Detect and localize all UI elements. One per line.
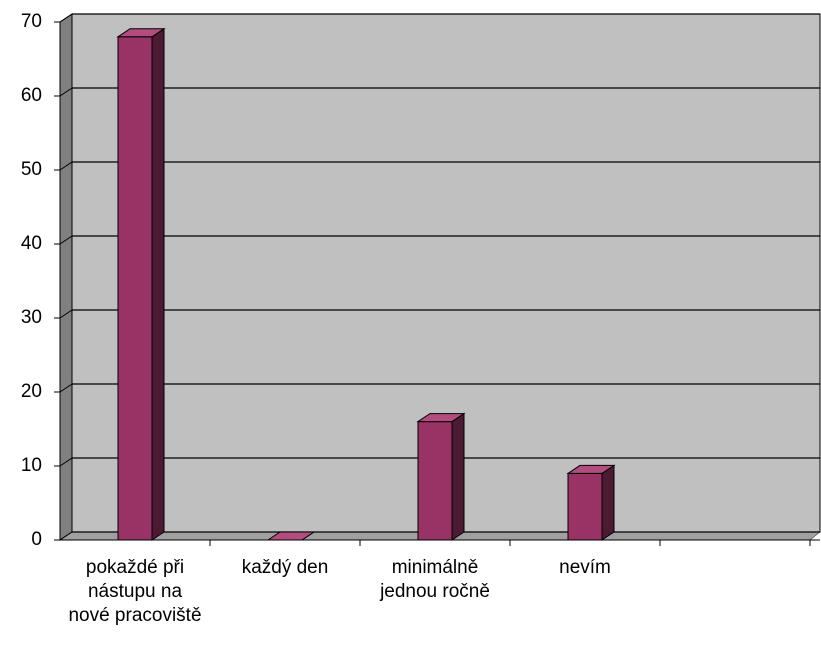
bar-top (116, 28, 166, 38)
y-tick-label: 0 (31, 529, 42, 550)
grid-line-side (59, 531, 73, 541)
y-tick-label: 60 (21, 85, 42, 106)
y-tick-label: 70 (21, 11, 42, 32)
grid-line-side (59, 309, 73, 319)
x-tick-label: pokaždé při nástupu na nové pracoviště (68, 557, 202, 626)
y-tick-label: 10 (21, 455, 42, 476)
bar-top (266, 531, 316, 541)
x-tick-label: minimálně jednou ročně (380, 557, 490, 602)
x-tick-label: každý den (241, 557, 329, 578)
grid-line-side (59, 457, 73, 467)
bar-side (451, 412, 465, 541)
grid-line-side (59, 161, 73, 171)
bar (417, 421, 453, 541)
grid-line-side (59, 383, 73, 393)
bar-top (566, 464, 616, 474)
y-tick-label: 20 (21, 381, 42, 402)
bar-top (416, 413, 466, 423)
bar (117, 36, 153, 541)
bar-side (601, 464, 615, 541)
x-tick-label: nevím (559, 557, 611, 578)
grid-line-side (59, 13, 73, 23)
side-wall (59, 13, 73, 541)
grid-line-side (59, 87, 73, 97)
bar-side (151, 27, 165, 541)
y-tick-label: 40 (21, 233, 42, 254)
y-tick-label: 30 (21, 307, 42, 328)
grid-line-side (59, 235, 73, 245)
bar (567, 472, 603, 541)
y-tick-label: 50 (21, 159, 42, 180)
